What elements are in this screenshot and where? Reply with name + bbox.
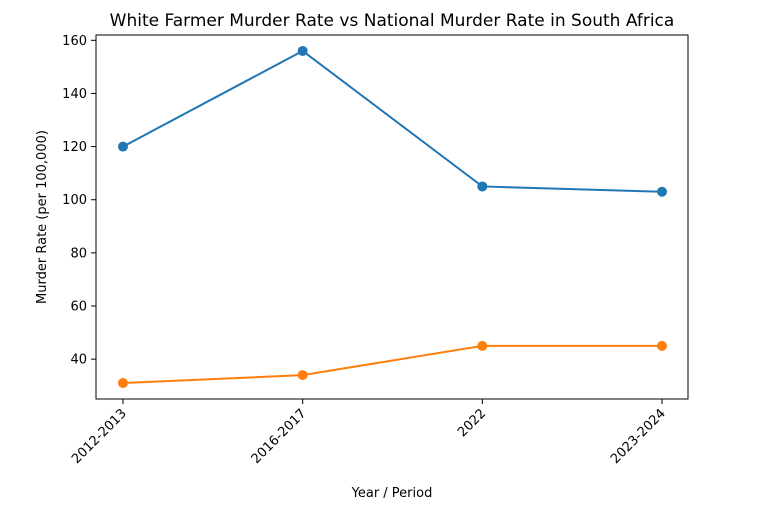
series-1-point <box>297 45 308 56</box>
series-2-point <box>477 340 488 351</box>
y-tick-label: 40 <box>70 353 87 368</box>
y-tick-label: 100 <box>62 193 87 208</box>
series-2-point <box>657 340 667 351</box>
y-tick-label: 80 <box>70 246 87 261</box>
y-tick-label: 140 <box>62 87 87 102</box>
series-1-point <box>657 186 667 197</box>
y-tick-label: 60 <box>70 300 87 315</box>
series-1-point <box>118 141 128 152</box>
series-2-point <box>118 378 128 389</box>
x-tick-label: 2023-2024 <box>608 406 669 467</box>
series-1-line <box>122 49 663 193</box>
series-2-point <box>297 370 308 381</box>
plot-area: 40 60 80 100 120 140 160 2012-2013 2016-2017 2022… <box>62 34 669 467</box>
y-axis-label: Murder Rate (per 100,000) <box>35 130 50 304</box>
series-1-point <box>477 181 488 192</box>
plot-frame <box>95 34 689 400</box>
chart-title: White Farmer Murder Rate vs National Mur… <box>110 11 675 31</box>
x-axis-label: Year / Period <box>351 486 433 501</box>
x-tick-label: 2016-2017 <box>249 406 310 467</box>
y-tick-label: 120 <box>62 140 87 155</box>
series-2-line <box>122 344 662 385</box>
x-tick-label: 2012-2013 <box>69 406 130 467</box>
y-tick-label: 160 <box>62 34 87 49</box>
x-tick-label: 2022 <box>455 406 489 440</box>
